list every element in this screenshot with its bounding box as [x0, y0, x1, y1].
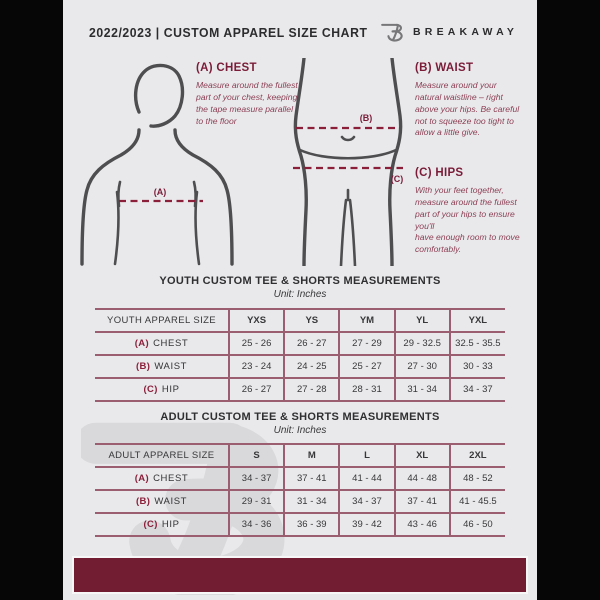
adult-table-unit: Unit: Inches [273, 425, 327, 436]
lower-body-diagram: (B) (C) [293, 58, 404, 266]
table-row: (A) CHEST 25 - 26 26 - 27 27 - 29 29 - 32… [95, 331, 505, 355]
cell: 27 - 30 [393, 354, 450, 378]
table-row: (A) CHEST 34 - 37 37 - 41 41 - 44 44 - 48… [95, 466, 505, 490]
cell: 41 - 45.5 [448, 489, 505, 513]
cell: 23 - 24 [227, 354, 285, 378]
row-label-cell: (C) HIP [95, 377, 229, 402]
row-label: WAIST [154, 496, 188, 507]
cell: 37 - 41 [393, 489, 450, 513]
cell: 29 - 31 [227, 489, 285, 513]
row-label: HIP [161, 384, 180, 395]
cell: 34 - 37 [227, 466, 285, 490]
size-column-header: L [338, 443, 395, 467]
youth-table-title: YOUTH CUSTOM TEE & SHORTS MEASUREMENTS [159, 275, 441, 287]
upper-body-diagram: (A) [80, 63, 234, 266]
cell: 32.5 - 35.5 [448, 331, 505, 355]
cell: 24 - 25 [283, 354, 340, 378]
row-label: CHEST [153, 473, 189, 484]
chest-line-label: (A) [154, 187, 167, 197]
cell: 34 - 37 [338, 489, 395, 513]
cell: 31 - 34 [393, 377, 450, 402]
youth-size-table: YOUTH APPAREL SIZE YXS YS YM YL YXL (A) C… [95, 308, 505, 402]
cell: 27 - 29 [338, 331, 395, 355]
cell: 37 - 41 [283, 466, 340, 490]
cell: 44 - 48 [393, 466, 450, 490]
table-row: (B) WAIST 23 - 24 24 - 25 25 - 27 27 - 30… [95, 354, 505, 378]
row-label-cell: (B) WAIST [95, 354, 229, 378]
cell: 34 - 37 [448, 377, 505, 402]
size-column-header: M [283, 443, 340, 467]
cell: 41 - 44 [338, 466, 395, 490]
row-prefix: (B) [135, 361, 151, 372]
table-row: (C) HIP 34 - 36 36 - 39 39 - 42 43 - 46 4… [95, 512, 505, 537]
adult-table-header: ADULT CUSTOM TEE & SHORTS MEASUREMENTS U… [63, 411, 537, 436]
row-label: CHEST [153, 338, 189, 349]
footer-accent-bar [72, 556, 528, 594]
size-column-header: XL [393, 443, 450, 467]
chest-description: Measure around the fullest part of your … [196, 80, 298, 126]
row-prefix: (B) [135, 496, 151, 507]
size-column-header: YXL [448, 308, 505, 332]
chest-instructions: (A) CHEST Measure around the fullest par… [196, 62, 302, 127]
cell: 25 - 26 [227, 331, 285, 355]
cell: 36 - 39 [283, 512, 340, 537]
row-prefix: (A) [134, 473, 150, 484]
size-column-header: YS [283, 308, 340, 332]
adult-size-table: ADULT APPAREL SIZE S M L XL 2XL (A) CHEST… [95, 443, 505, 537]
table-row: (C) HIP 26 - 27 27 - 28 28 - 31 31 - 34 3… [95, 377, 505, 402]
cell: 46 - 50 [448, 512, 505, 537]
youth-size-label: YOUTH APPAREL SIZE [95, 308, 229, 332]
row-prefix: (A) [134, 338, 150, 349]
cell: 28 - 31 [338, 377, 395, 402]
table-row: (B) WAIST 29 - 31 31 - 34 34 - 37 37 - 41… [95, 489, 505, 513]
waist-description: Measure around your natural waistline – … [415, 80, 520, 138]
breakaway-logo-icon [381, 23, 403, 42]
cell: 25 - 27 [338, 354, 395, 378]
hips-instructions: (C) HIPS With your feet together, measur… [415, 167, 529, 256]
row-label: HIP [161, 519, 180, 530]
size-column-header: YL [393, 308, 450, 332]
youth-header-row: YOUTH APPAREL SIZE YXS YS YM YL YXL [95, 308, 505, 332]
cell: 43 - 46 [393, 512, 450, 537]
size-column-header: YM [338, 308, 395, 332]
cell: 27 - 28 [283, 377, 340, 402]
hips-line-label: (C) [391, 174, 404, 184]
cell: 26 - 27 [227, 377, 285, 402]
hips-heading: (C) HIPS [415, 167, 464, 179]
waist-line-label: (B) [360, 113, 373, 123]
row-label-cell: (A) CHEST [95, 466, 229, 490]
row-prefix: (C) [143, 384, 158, 395]
waist-heading: (B) WAIST [415, 62, 474, 74]
cell: 29 - 32.5 [393, 331, 450, 355]
row-label-cell: (C) HIP [95, 512, 229, 537]
chest-heading: (A) CHEST [196, 62, 257, 74]
size-column-header: S [227, 443, 285, 467]
waist-instructions: (B) WAIST Measure around your natural wa… [415, 62, 525, 139]
row-prefix: (C) [143, 519, 158, 530]
row-label-cell: (A) CHEST [95, 331, 229, 355]
youth-table-header: YOUTH CUSTOM TEE & SHORTS MEASUREMENTS U… [63, 275, 537, 300]
cell: 48 - 52 [448, 466, 505, 490]
youth-table-unit: Unit: Inches [273, 289, 327, 300]
cell: 39 - 42 [338, 512, 395, 537]
row-label: WAIST [154, 361, 188, 372]
cell: 31 - 34 [283, 489, 340, 513]
size-column-header: YXS [227, 308, 285, 332]
size-chart-page: 2022/2023 | CUSTOM APPAREL SIZE CHART BR… [63, 0, 537, 600]
adult-table-title: ADULT CUSTOM TEE & SHORTS MEASUREMENTS [160, 411, 440, 423]
brand-lockup: BREAKAWAY [381, 21, 518, 43]
adult-size-label: ADULT APPAREL SIZE [95, 443, 229, 467]
size-column-header: 2XL [448, 443, 505, 467]
row-label-cell: (B) WAIST [95, 489, 229, 513]
cell: 34 - 36 [227, 512, 285, 537]
adult-header-row: ADULT APPAREL SIZE S M L XL 2XL [95, 443, 505, 467]
cell: 26 - 27 [283, 331, 340, 355]
hips-description: With your feet together, measure around … [415, 185, 520, 255]
cell: 30 - 33 [448, 354, 505, 378]
brand-name: BREAKAWAY [413, 26, 519, 38]
page-title: 2022/2023 | CUSTOM APPAREL SIZE CHART [89, 25, 368, 40]
